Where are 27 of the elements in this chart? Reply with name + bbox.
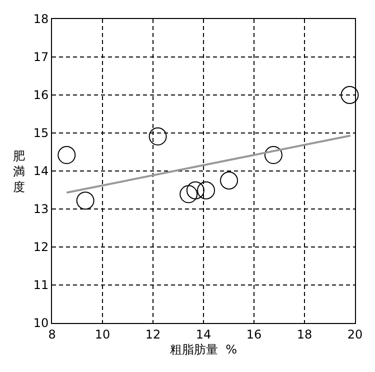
- x-tick-label: 8: [48, 327, 56, 342]
- y-tick-label: 18: [33, 12, 49, 26]
- y-tick-label: 15: [33, 126, 49, 140]
- point: [340, 86, 359, 104]
- y-tick-label: 17: [33, 50, 49, 64]
- y-tick-label: 10: [33, 316, 49, 330]
- y-tick-label: 13: [33, 202, 49, 216]
- x-tick-label: 16: [246, 327, 262, 342]
- point: [180, 185, 198, 204]
- y-tick-label: 11: [33, 278, 49, 292]
- x-tick-label: 18: [296, 327, 312, 342]
- x-tick-label: 14: [196, 327, 212, 342]
- y-tick-label: 14: [33, 164, 49, 178]
- point: [58, 146, 76, 164]
- x-tick-label: 20: [347, 327, 363, 342]
- x-axis-title: 粗脂肪量 %: [170, 342, 238, 356]
- x-tick-label: 12: [145, 327, 161, 342]
- y-axis-title: 肥満度: [13, 149, 25, 194]
- point: [197, 181, 216, 200]
- x-tick-label: 10: [94, 327, 110, 342]
- point: [264, 146, 282, 164]
- y-tick-label: 16: [33, 88, 49, 102]
- point: [220, 172, 238, 190]
- point: [148, 127, 167, 146]
- point: [76, 192, 94, 210]
- point: [186, 181, 204, 200]
- y-tick-label: 12: [33, 240, 49, 254]
